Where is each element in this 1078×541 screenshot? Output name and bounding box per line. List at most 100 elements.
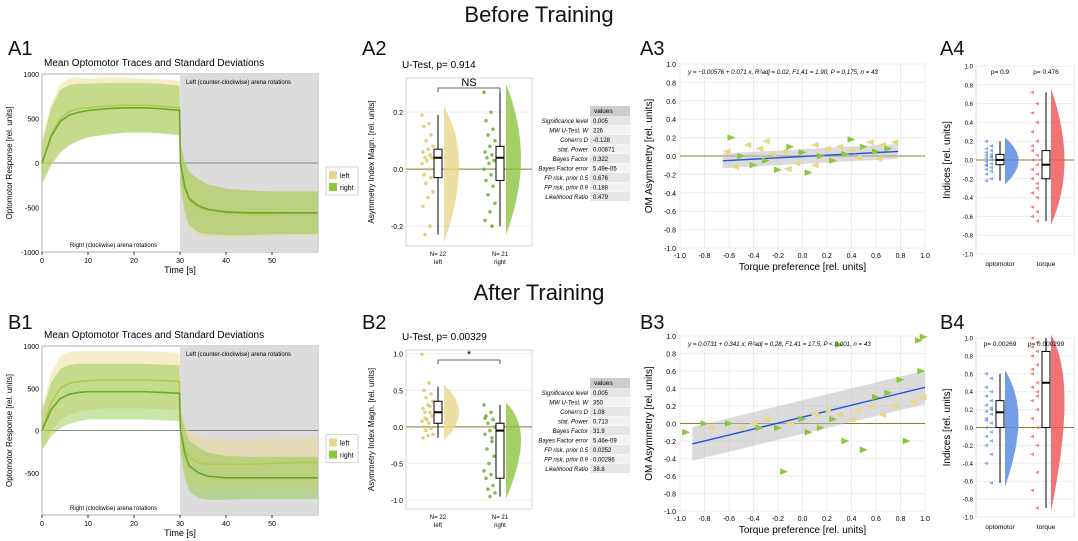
table-row-value: 0.005 [593, 119, 609, 125]
table-cell-bg [590, 388, 630, 397]
chart-A1-traces: Mean Optomotor Traces and Standard Devia… [5, 58, 359, 275]
data-point-optomotor [989, 161, 993, 166]
data-point-left [421, 406, 425, 411]
mean-trace-right [41, 107, 318, 214]
y-axis-label: OM Asymmetry [rel. units] [644, 99, 655, 214]
table-row-value: 0.713 [593, 420, 609, 426]
data-point-optomotor [984, 163, 988, 168]
table-row-value: 0.676 [593, 176, 609, 182]
panel-label-A4: A4 [940, 38, 965, 60]
data-point-left [427, 121, 431, 126]
table-row-label: stat. Power [558, 420, 589, 426]
data-point-torque [1030, 336, 1034, 340]
data-point-left [878, 141, 887, 149]
x-tick-label: 30 [176, 258, 184, 265]
y-tick-label: -0.4 [664, 457, 676, 464]
x-tick-label: 0 [40, 521, 44, 528]
data-point-torque [1035, 181, 1039, 186]
x-tick-label: 50 [268, 258, 276, 265]
data-point-left [823, 145, 831, 152]
data-point-right [488, 494, 492, 499]
x-axis-label: Time [s] [164, 265, 196, 275]
data-point-right [804, 169, 813, 176]
data-point-left [908, 398, 917, 405]
data-point-torque [1035, 219, 1039, 223]
data-point-optomotor [984, 418, 988, 423]
data-point-left [722, 148, 731, 155]
data-point-optomotor [984, 150, 988, 155]
y-tick-label: -500 [25, 206, 39, 213]
y-tick-label: -0.2 [963, 444, 974, 450]
table-row-value: 0.322 [593, 157, 609, 163]
x-tick-label: -0.8 [698, 516, 710, 523]
table-row-value: 5.46e-09 [593, 439, 617, 445]
data-point-right [786, 143, 795, 150]
legend-label-left: left [340, 441, 349, 448]
data-point-torque [1030, 367, 1034, 372]
y-tick-label: 0.8 [965, 354, 974, 360]
data-point-right [483, 432, 487, 437]
significance-label: NS [461, 77, 476, 89]
legend-label-right: right [340, 453, 354, 460]
y-tick-label: 0 [35, 429, 39, 436]
data-point-torque [1030, 177, 1034, 181]
legend-swatch-right [329, 183, 337, 191]
data-point-right [919, 333, 928, 341]
data-point-torque [1035, 407, 1039, 412]
data-point-left [878, 411, 887, 418]
data-point-optomotor [989, 158, 993, 162]
x-tick-label: 10 [84, 258, 92, 265]
y-tick-label: 0.2 [965, 408, 974, 414]
y-tick-label: -0.5 [391, 462, 403, 469]
data-point-optomotor [984, 394, 988, 398]
category-label-right: right [494, 523, 506, 529]
y-tick-label: 0 [35, 161, 39, 168]
data-point-left [847, 415, 856, 423]
data-point-left [428, 410, 432, 415]
y-tick-label: 1.0 [666, 334, 676, 341]
data-point-optomotor [984, 434, 988, 439]
table-cell-bg [590, 397, 630, 407]
data-point-right [761, 157, 770, 164]
significance-label: * [467, 349, 472, 361]
data-point-optomotor [984, 372, 988, 376]
y-tick-label: -0.8 [664, 228, 676, 235]
table-header: values [594, 380, 614, 387]
data-point-torque [1035, 340, 1039, 345]
legend-label-left: left [340, 173, 349, 180]
data-point-right [798, 149, 807, 156]
regression-equation: y = 0.0731 + 0.341 x, R²adj = 0.28, F1,4… [687, 341, 871, 348]
x-tick-label: 10 [84, 521, 92, 528]
table-cell-bg [590, 192, 630, 201]
data-point-left [761, 415, 770, 423]
y-tick-label: -0.6 [664, 209, 676, 216]
category-label-optomotor: optomotor [985, 524, 1015, 531]
data-point-right [484, 178, 488, 183]
data-point-right [847, 136, 856, 143]
y-tick-label: 1.0 [393, 352, 403, 359]
data-point-left [810, 162, 819, 169]
data-point-torque [1035, 162, 1039, 167]
data-point-torque [1035, 425, 1039, 430]
mean-trace-right [41, 390, 318, 479]
x-tick-label: 50 [268, 521, 276, 528]
data-point-left [428, 404, 432, 409]
x-tick-label: 1.0 [920, 516, 930, 523]
data-point-right [829, 415, 838, 423]
data-point-right [487, 161, 491, 166]
y-tick-label: -0.6 [963, 480, 974, 486]
table-header: values [594, 108, 614, 115]
data-point-right [482, 403, 486, 407]
y-axis-label: Asymmetry Index Magn. [rel. units] [367, 368, 376, 491]
y-tick-label: 0.2 [666, 404, 676, 411]
data-point-right [490, 153, 494, 157]
data-point-left [865, 139, 874, 146]
data-point-left [427, 381, 431, 385]
y-axis-label: Optomotor Response [rel. units] [5, 374, 14, 487]
y-tick-label: 0.0 [965, 159, 974, 165]
y-tick-label: 0.4 [965, 121, 974, 127]
data-point-right [490, 224, 494, 228]
table-row-value: 1.08 [593, 410, 605, 416]
y-tick-label: -0.6 [963, 215, 974, 221]
data-point-left [420, 113, 424, 117]
